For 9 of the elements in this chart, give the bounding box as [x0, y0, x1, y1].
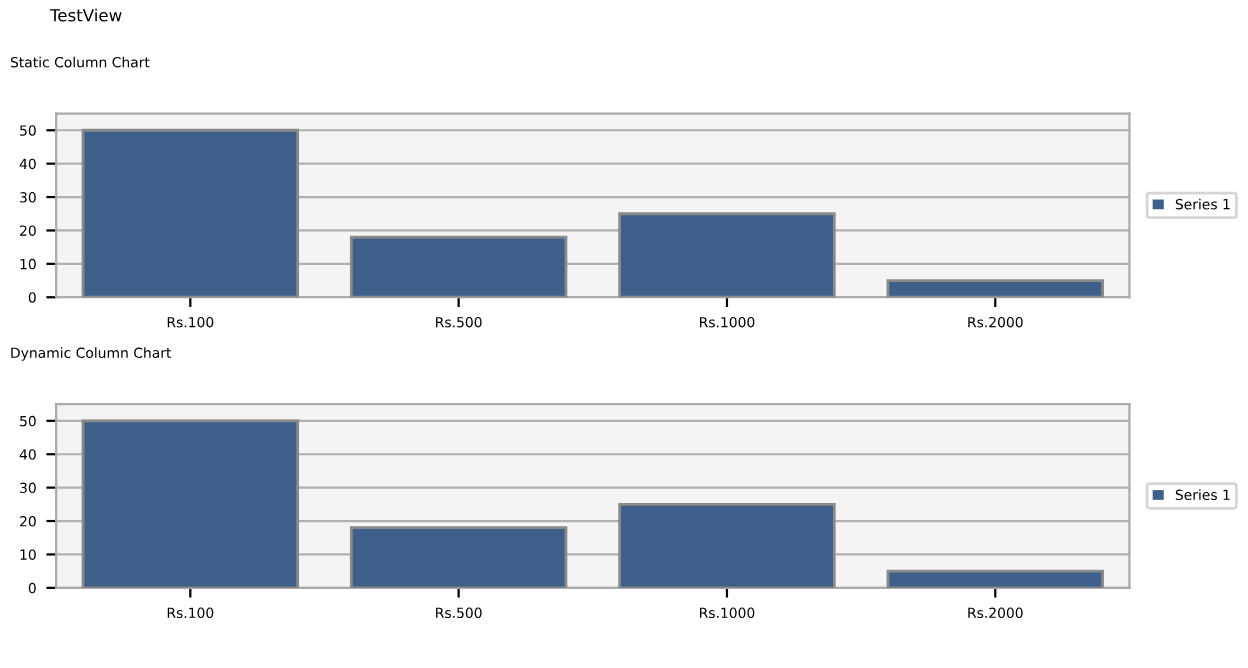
bar [349, 526, 568, 588]
bar [618, 212, 836, 298]
bar [618, 502, 836, 588]
bar [349, 235, 568, 298]
bar [886, 569, 1104, 588]
bar [81, 419, 300, 588]
text: TestView [49, 8, 122, 22]
bar [886, 279, 1104, 298]
bar [81, 128, 300, 298]
